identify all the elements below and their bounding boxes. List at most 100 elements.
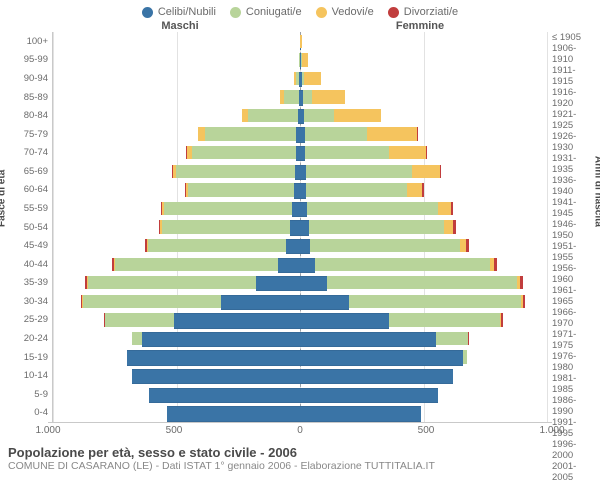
- bar: [185, 183, 300, 196]
- segment-div: [523, 295, 526, 308]
- bar: [300, 109, 381, 122]
- age-row: [53, 274, 547, 293]
- male-half: [53, 88, 300, 107]
- birth-tick-column: ≤ 19051906-19101911-19151916-19201921-19…: [548, 32, 596, 422]
- age-row: [53, 236, 547, 255]
- segment-ved: [389, 146, 426, 159]
- segment-div: [440, 165, 441, 178]
- segment-ved: [367, 127, 416, 140]
- segment-con: [188, 183, 294, 196]
- bar: [300, 369, 453, 382]
- male-half: [53, 329, 300, 348]
- chart-subtitle: COMUNE DI CASARANO (LE) - Dati ISTAT 1° …: [0, 460, 600, 478]
- segment-cel: [167, 406, 300, 421]
- age-tick: 70-74: [4, 143, 48, 162]
- segment-div: [451, 202, 453, 215]
- legend-item: Coniugati/e: [230, 6, 302, 18]
- birth-tick: 1931-1935: [552, 153, 596, 175]
- age-row: [53, 404, 547, 423]
- segment-con: [105, 313, 174, 326]
- age-row: [53, 311, 547, 330]
- bar: [300, 53, 308, 66]
- birth-tick: 1926-1930: [552, 131, 596, 153]
- segment-con: [315, 258, 490, 271]
- male-half: [53, 69, 300, 88]
- segment-con: [88, 276, 256, 289]
- bar: [242, 109, 300, 122]
- age-row: [53, 255, 547, 274]
- male-half: [53, 404, 300, 423]
- segment-con: [248, 109, 297, 122]
- female-half: [300, 218, 547, 237]
- x-tick: 500: [166, 425, 183, 436]
- segment-div: [466, 239, 469, 252]
- female-half: [300, 385, 547, 404]
- age-tick: 100+: [4, 32, 48, 51]
- bar: [186, 146, 300, 159]
- bar: [81, 295, 300, 308]
- female-half: [300, 199, 547, 218]
- chart-area: Fasce di età Anni di nascita 100+95-9990…: [0, 32, 600, 422]
- bar: [300, 332, 469, 345]
- age-tick: 75-79: [4, 125, 48, 144]
- male-half: [53, 385, 300, 404]
- legend-label: Vedovi/e: [332, 6, 374, 18]
- bar: [104, 313, 300, 326]
- x-tick: 1.000: [35, 425, 60, 436]
- segment-con: [463, 350, 467, 363]
- segment-cel: [278, 258, 300, 273]
- legend-label: Divorziati/e: [404, 6, 458, 18]
- segment-cel: [300, 332, 436, 347]
- segment-cel: [300, 258, 315, 273]
- bar: [300, 276, 523, 289]
- age-row: [53, 88, 547, 107]
- male-half: [53, 32, 300, 51]
- female-half: [300, 51, 547, 70]
- bar: [132, 332, 300, 345]
- birth-tick: 1916-1920: [552, 87, 596, 109]
- birth-tick: 1961-1965: [552, 285, 596, 307]
- legend-swatch: [142, 7, 153, 18]
- legend-swatch: [388, 7, 399, 18]
- segment-cel: [300, 369, 453, 384]
- segment-ved: [438, 202, 450, 215]
- segment-div: [501, 313, 503, 326]
- bar: [300, 90, 345, 103]
- bar: [300, 350, 467, 363]
- bar: [300, 183, 424, 196]
- female-half: [300, 404, 547, 423]
- segment-cel: [300, 239, 310, 254]
- male-half: [53, 348, 300, 367]
- age-tick: 15-19: [4, 348, 48, 367]
- male-half: [53, 125, 300, 144]
- segment-con: [309, 220, 445, 233]
- segment-cel: [300, 313, 389, 328]
- age-row: [53, 348, 547, 367]
- segment-ved: [300, 35, 301, 48]
- x-tick: 0: [297, 425, 303, 436]
- age-row: [53, 218, 547, 237]
- segment-cel: [174, 313, 300, 328]
- segment-con: [436, 332, 468, 345]
- birth-tick: 1906-1910: [552, 43, 596, 65]
- female-half: [300, 106, 547, 125]
- bar: [132, 369, 300, 382]
- age-tick: 35-39: [4, 274, 48, 293]
- female-half: [300, 162, 547, 181]
- x-tick: 1.000: [539, 425, 564, 436]
- male-half: [53, 366, 300, 385]
- female-half: [300, 69, 547, 88]
- bar: [300, 295, 526, 308]
- segment-div: [453, 220, 455, 233]
- age-row: [53, 143, 547, 162]
- bar: [145, 239, 300, 252]
- segment-con: [164, 202, 292, 215]
- birth-tick: 2001-2005: [552, 461, 596, 483]
- segment-ved: [334, 109, 381, 122]
- segment-cel: [290, 220, 300, 235]
- bar: [172, 165, 300, 178]
- segment-cel: [149, 388, 300, 403]
- legend-label: Coniugati/e: [246, 6, 302, 18]
- bar: [300, 165, 441, 178]
- male-half: [53, 106, 300, 125]
